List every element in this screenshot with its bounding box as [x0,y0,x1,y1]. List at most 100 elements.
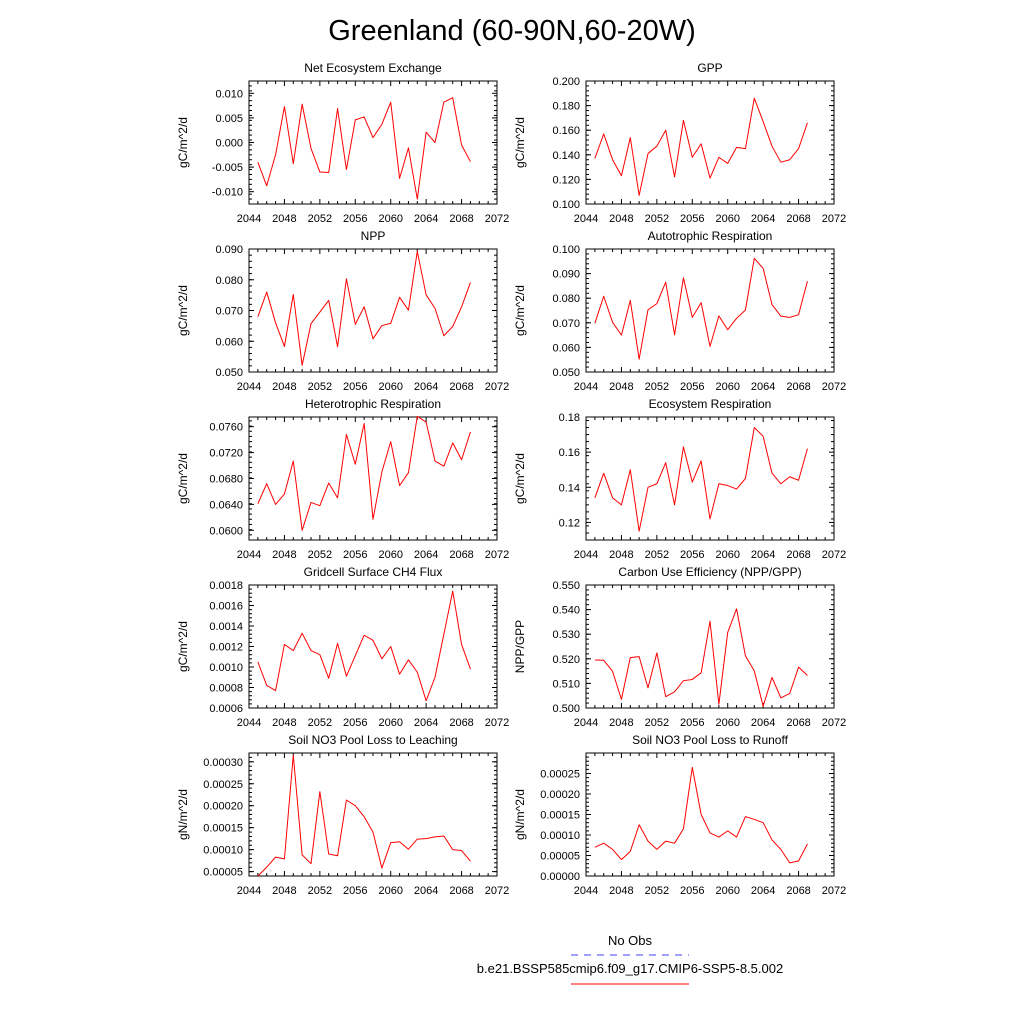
y-axis-label-gridcell-surface-ch4-flux: gC/m^2/d [176,621,190,672]
y-tick-label-soil-no3-pool-loss-to-leaching: 0.00025 [203,779,243,791]
plot-frame-soil-no3-pool-loss-to-leaching [248,752,498,877]
panel-carbon-use-efficiency-npp-gpp: Carbon Use Efficiency (NPP/GPP) 2044 2048 2… [513,565,846,729]
y-tick-label-net-ecosystem-exchange: 0.000 [215,138,243,150]
x-tick-label-carbon-use-efficiency-npp-gpp: 2072 [822,717,846,729]
y-tick-label-gridcell-surface-ch4-flux: 0.0016 [209,601,243,613]
x-tick-label-heterotrophic-respiration: 2056 [343,549,367,561]
x-tick-label-soil-no3-pool-loss-to-leaching: 2048 [272,885,296,897]
y-tick-label-gpp: 0.100 [552,199,580,211]
x-tick-label-ecosystem-respiration: 2044 [574,549,598,561]
y-tick-label-gridcell-surface-ch4-flux: 0.0008 [209,683,243,695]
y-axis-label-carbon-use-efficiency-npp-gpp: NPP/GPP [513,620,527,673]
figure-title: Greenland (60-90N,60-20W) [328,15,696,47]
panel-heterotrophic-respiration: Heterotrophic Respiration 2044 2048 2052 205… [176,397,509,561]
y-tick-label-soil-no3-pool-loss-to-runoff: 0.00000 [540,871,580,883]
x-tick-label-npp: 2060 [378,381,402,393]
y-axis-label-soil-no3-pool-loss-to-runoff: gN/m^2/d [513,789,527,840]
panel-title-gpp: GPP [697,61,722,75]
y-tick-label-heterotrophic-respiration: 0.0600 [209,525,243,537]
x-tick-label-npp: 2068 [449,381,473,393]
x-tick-label-carbon-use-efficiency-npp-gpp: 2056 [680,717,704,729]
panel-title-heterotrophic-respiration: Heterotrophic Respiration [305,397,441,411]
y-axis-label-autotrophic-respiration: gC/m^2/d [513,285,527,336]
x-tick-label-gpp: 2072 [822,213,846,225]
panel-ecosystem-respiration: Ecosystem Respiration 2044 2048 2052 2056 206… [513,397,846,561]
y-axis-label-ecosystem-respiration: gC/m^2/d [513,453,527,504]
y-tick-label-soil-no3-pool-loss-to-leaching: 0.00005 [203,867,243,879]
x-tick-label-gridcell-surface-ch4-flux: 2052 [308,717,332,729]
y-tick-label-ecosystem-respiration: 0.14 [559,482,580,494]
x-tick-label-net-ecosystem-exchange: 2072 [485,213,509,225]
x-tick-label-soil-no3-pool-loss-to-runoff: 2064 [751,885,775,897]
x-tick-label-gridcell-surface-ch4-flux: 2064 [414,717,438,729]
x-tick-label-ecosystem-respiration: 2064 [751,549,775,561]
x-tick-label-carbon-use-efficiency-npp-gpp: 2060 [715,717,739,729]
series-line-net-ecosystem-exchange [257,97,471,200]
x-tick-label-carbon-use-efficiency-npp-gpp: 2052 [645,717,669,729]
x-tick-label-autotrophic-respiration: 2060 [715,381,739,393]
series-line-gridcell-surface-ch4-flux [257,590,471,702]
y-tick-label-npp: 0.090 [215,244,243,256]
x-tick-label-soil-no3-pool-loss-to-runoff: 2060 [715,885,739,897]
x-tick-label-npp: 2072 [485,381,509,393]
legend-label-no-obs: No Obs [608,933,653,948]
x-tick-label-autotrophic-respiration: 2044 [574,381,598,393]
x-tick-label-heterotrophic-respiration: 2048 [272,549,296,561]
y-tick-label-carbon-use-efficiency-npp-gpp: 0.510 [552,678,580,690]
x-tick-label-carbon-use-efficiency-npp-gpp: 2044 [574,717,598,729]
x-tick-label-heterotrophic-respiration: 2068 [449,549,473,561]
y-tick-label-soil-no3-pool-loss-to-runoff: 0.00005 [540,851,580,863]
x-tick-label-carbon-use-efficiency-npp-gpp: 2064 [751,717,775,729]
panels: Net Ecosystem Exchange 2044 2048 2052 2056 20… [176,61,846,897]
x-tick-label-ecosystem-respiration: 2056 [680,549,704,561]
y-tick-label-carbon-use-efficiency-npp-gpp: 0.530 [552,629,580,641]
y-axis-label-heterotrophic-respiration: gC/m^2/d [176,453,190,504]
x-tick-label-ecosystem-respiration: 2052 [645,549,669,561]
y-tick-label-net-ecosystem-exchange: -0.010 [212,187,243,199]
x-tick-label-npp: 2064 [414,381,438,393]
y-tick-label-soil-no3-pool-loss-to-runoff: 0.00020 [540,789,580,801]
x-tick-label-gridcell-surface-ch4-flux: 2060 [378,717,402,729]
y-tick-label-gpp: 0.180 [552,101,580,113]
panel-title-soil-no3-pool-loss-to-leaching: Soil NO3 Pool Loss to Leaching [288,733,457,747]
y-tick-label-net-ecosystem-exchange: 0.010 [215,88,243,100]
y-tick-label-autotrophic-respiration: 0.050 [552,367,580,379]
x-tick-label-soil-no3-pool-loss-to-runoff: 2048 [609,885,633,897]
x-tick-label-carbon-use-efficiency-npp-gpp: 2048 [609,717,633,729]
y-tick-label-autotrophic-respiration: 0.080 [552,293,580,305]
x-tick-label-gridcell-surface-ch4-flux: 2056 [343,717,367,729]
x-tick-label-gridcell-surface-ch4-flux: 2072 [485,717,509,729]
x-tick-label-soil-no3-pool-loss-to-runoff: 2044 [574,885,598,897]
y-tick-label-carbon-use-efficiency-npp-gpp: 0.520 [552,654,580,666]
x-tick-label-net-ecosystem-exchange: 2044 [237,213,261,225]
x-tick-label-heterotrophic-respiration: 2044 [237,549,261,561]
y-tick-label-ecosystem-respiration: 0.12 [559,517,580,529]
y-tick-label-carbon-use-efficiency-npp-gpp: 0.500 [552,703,580,715]
y-tick-label-soil-no3-pool-loss-to-runoff: 0.00010 [540,830,580,842]
panel-autotrophic-respiration: Autotrophic Respiration 2044 2048 2052 2056 2… [513,229,846,393]
x-tick-label-npp: 2048 [272,381,296,393]
y-tick-label-gridcell-surface-ch4-flux: 0.0010 [209,662,243,674]
y-tick-label-gridcell-surface-ch4-flux: 0.0012 [209,642,243,654]
x-tick-label-heterotrophic-respiration: 2064 [414,549,438,561]
x-tick-label-carbon-use-efficiency-npp-gpp: 2068 [786,717,810,729]
y-tick-label-gpp: 0.120 [552,174,580,186]
panel-gpp: GPP 2044 2048 2052 2056 2060 2064 2068 2072 0.100… [513,61,846,225]
plot-frame-net-ecosystem-exchange [248,80,498,205]
panel-title-soil-no3-pool-loss-to-runoff: Soil NO3 Pool Loss to Runoff [632,733,789,747]
x-tick-label-gpp: 2048 [609,213,633,225]
y-tick-label-heterotrophic-respiration: 0.0760 [209,422,243,434]
panel-net-ecosystem-exchange: Net Ecosystem Exchange 2044 2048 2052 2056 20… [176,61,509,225]
y-tick-label-ecosystem-respiration: 0.18 [559,412,580,424]
x-tick-label-net-ecosystem-exchange: 2060 [378,213,402,225]
y-tick-label-autotrophic-respiration: 0.060 [552,342,580,354]
panel-soil-no3-pool-loss-to-runoff: Soil NO3 Pool Loss to Runoff 2044 2048 2052… [513,733,846,897]
y-tick-label-npp: 0.070 [215,306,243,318]
panel-title-carbon-use-efficiency-npp-gpp: Carbon Use Efficiency (NPP/GPP) [618,565,801,579]
y-tick-label-npp: 0.080 [215,275,243,287]
series-line-gpp [594,97,808,196]
x-tick-label-gpp: 2044 [574,213,598,225]
y-tick-label-soil-no3-pool-loss-to-runoff: 0.00015 [540,810,580,822]
x-tick-label-soil-no3-pool-loss-to-leaching: 2056 [343,885,367,897]
